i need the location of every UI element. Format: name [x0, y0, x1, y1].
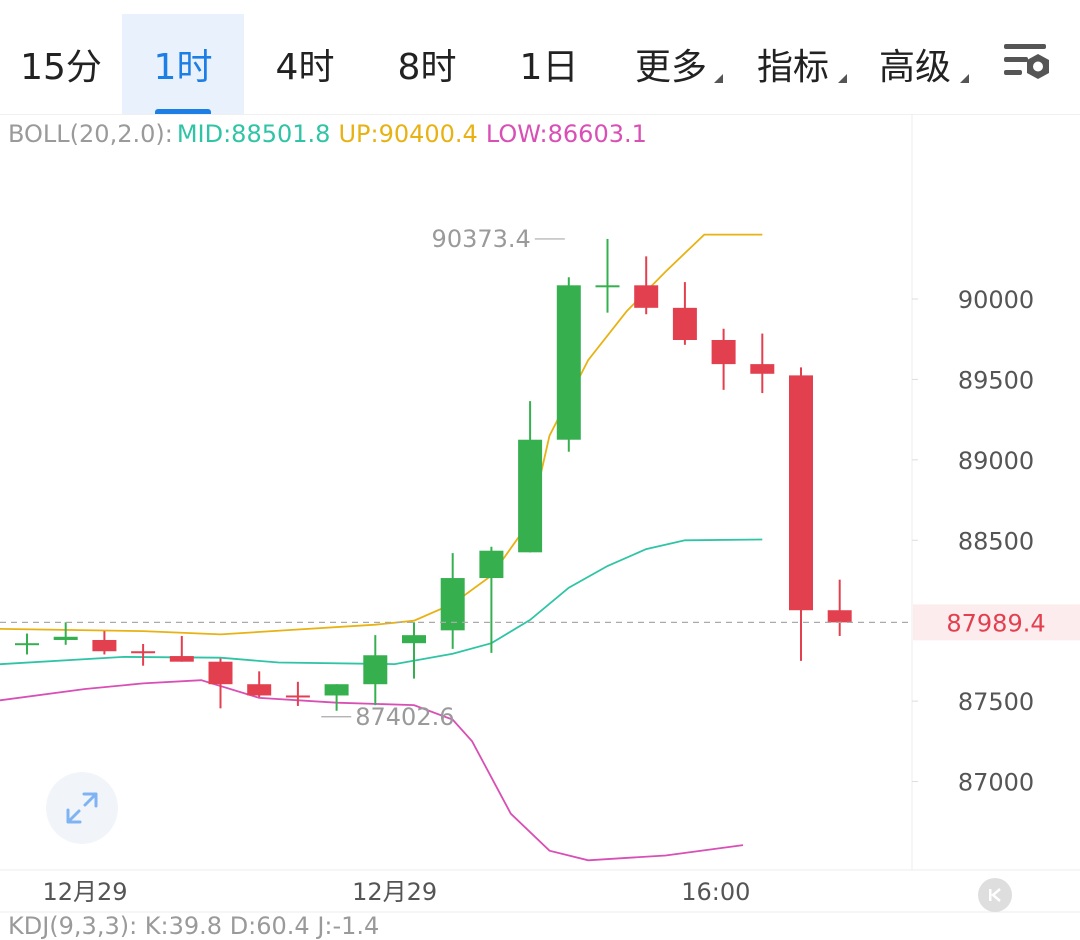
dropdown-caret-icon [838, 74, 847, 83]
active-tab-indicator [155, 109, 211, 114]
boll-name: BOLL(20,2.0): [8, 120, 173, 148]
tab-label: 1时 [153, 47, 213, 88]
tab-indicators[interactable]: 指标 [732, 14, 854, 114]
kdj-legend: KDJ(9,3,3): K:39.8 D:60.4 J:-1.4 [8, 912, 379, 940]
x-tick-label: 12月29 [352, 878, 437, 906]
boll-up: UP:90400.4 [338, 120, 478, 148]
candlestick-chart[interactable]: 90000 89500 89000 88500 87500 87000 12月29 12月29… [0, 114, 1080, 914]
tab-label: 指标 [756, 47, 829, 88]
candle-body [131, 651, 156, 654]
tab-label: 更多 [634, 47, 707, 88]
expand-arrows-icon [66, 792, 98, 824]
candle-body [634, 285, 659, 308]
x-tick-label: 12月29 [43, 878, 128, 906]
tab-15m[interactable]: 15分 [0, 14, 122, 114]
candle-body [789, 375, 813, 611]
max-price-label: 90373.4 [432, 225, 531, 253]
candle-body [363, 655, 388, 685]
tab-4h[interactable]: 4时 [244, 14, 366, 114]
candle-body [595, 285, 620, 288]
candle-body [440, 578, 465, 631]
last-price-label: 87989.4 [946, 609, 1045, 637]
tab-1h[interactable]: 1时 [122, 14, 244, 114]
scroll-to-start-button[interactable] [978, 878, 1012, 912]
candle-body [556, 285, 581, 440]
boll-legend: BOLL(20,2.0): MID:88501.8 UP:90400.4 LOW:86… [8, 120, 655, 148]
candle-body [672, 307, 697, 340]
candle-body [402, 635, 426, 644]
candle-body [711, 339, 736, 365]
tab-label: 8时 [397, 47, 457, 88]
y-tick-label: 89000 [958, 447, 1034, 475]
timeframe-tabs: 15分 1时 4时 8时 1日 更多 指标 高级 [0, 0, 1080, 115]
tab-advanced[interactable]: 高级 [854, 14, 976, 114]
skip-to-start-icon [989, 888, 1001, 902]
candle-body [518, 439, 543, 553]
chart-settings-icon[interactable] [1000, 40, 1056, 88]
y-tick-label: 88500 [958, 527, 1034, 555]
candle-body [92, 639, 117, 652]
dropdown-caret-icon [714, 74, 723, 83]
boll-low: LOW:86603.1 [485, 120, 647, 148]
tab-label: 4时 [275, 47, 335, 88]
boll-mid: MID:88501.8 [176, 120, 331, 148]
expand-button[interactable] [46, 772, 118, 844]
tab-more[interactable]: 更多 [610, 14, 732, 114]
tab-label: 高级 [878, 47, 951, 88]
x-tick-label: 16:00 [681, 878, 750, 906]
candle-body [169, 656, 194, 662]
tab-8h[interactable]: 8时 [366, 14, 488, 114]
candle-body [285, 695, 310, 698]
min-price-label: 87402.6 [355, 703, 454, 731]
dropdown-caret-icon [960, 74, 969, 83]
candle-body [750, 364, 775, 374]
candle-body [15, 643, 39, 646]
y-tick-label: 89500 [958, 366, 1034, 394]
kdj-text: KDJ(9,3,3): K:39.8 D:60.4 J:-1.4 [8, 912, 380, 940]
candle-body [208, 661, 233, 685]
y-tick-label: 90000 [958, 286, 1034, 314]
y-tick-label: 87500 [958, 688, 1034, 716]
boll-lower-line [0, 679, 744, 862]
tab-label: 15分 [20, 47, 102, 88]
candle-body [479, 550, 504, 579]
candle-body [247, 684, 272, 696]
candle-body [827, 610, 852, 623]
last-price-badge [913, 604, 1080, 641]
candle-body [324, 684, 349, 696]
tab-1d[interactable]: 1日 [488, 14, 610, 114]
y-tick-label: 87000 [958, 769, 1034, 797]
tab-label: 1日 [519, 47, 579, 88]
candle-body [53, 636, 78, 640]
